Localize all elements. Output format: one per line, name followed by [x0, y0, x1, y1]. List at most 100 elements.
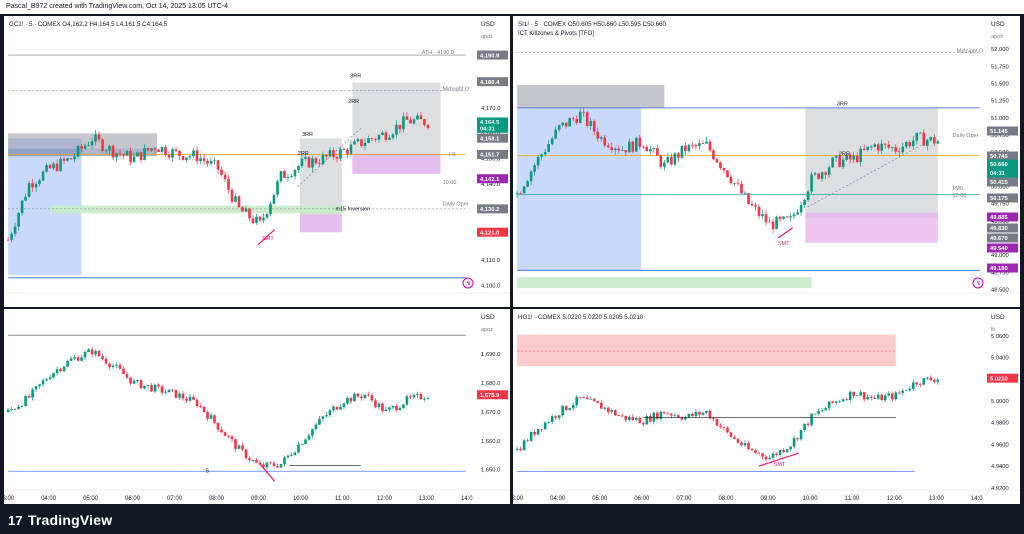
candle-body: [34, 183, 38, 188]
pane-gc[interactable]: ATH - 4190.9 Midnight O 3RR 2RR 3RR 2RR H1 10:0…: [4, 16, 510, 307]
price-tick-label: 4.9800: [991, 421, 1009, 427]
candle-body: [412, 119, 416, 124]
candle-body: [129, 377, 132, 384]
pane-pa[interactable]: S USD apoz 1,690.0 1,680.0 1,670.0 1,660.0 1,65…: [4, 309, 510, 504]
candle-body: [111, 145, 115, 158]
candle-body: [62, 366, 66, 372]
candle-body: [230, 436, 234, 440]
time-tick-label: 04:00: [550, 496, 566, 502]
candle-body: [101, 139, 104, 151]
candle-body: [160, 386, 164, 393]
candle-body: [554, 129, 557, 139]
candle-body: [34, 386, 38, 390]
candle-body: [705, 141, 708, 144]
chart-layout: ATH - 4190.9 Midnight O 3RR 2RR 3RR 2RR H1 10:0…: [0, 14, 1024, 504]
axis-unit-note: apoz: [481, 34, 493, 40]
candle-body: [596, 131, 600, 139]
candle-body: [143, 385, 146, 389]
candle-body: [803, 199, 806, 206]
pane-si[interactable]: Midnight O 3RR 2RR Daily Oper PWL 10:00 SMT USD…: [513, 16, 1020, 307]
candle-body: [911, 382, 915, 389]
candle-body: [202, 158, 206, 161]
smt-line: [758, 452, 800, 467]
candle-body: [38, 180, 41, 184]
caption-text: Pascal_B972 created with TradingView.com…: [6, 3, 229, 10]
candle-body: [515, 192, 519, 194]
candle-body: [627, 416, 631, 420]
green-bottom-zone: [517, 277, 812, 289]
candle-body: [17, 406, 20, 410]
candle-body: [775, 216, 778, 230]
candle-body: [890, 147, 894, 149]
candle-body: [374, 138, 377, 140]
chart-annotation: Daily Oper: [443, 202, 469, 208]
candle-body: [377, 403, 381, 408]
candle-body: [694, 144, 698, 147]
candle-body: [782, 216, 785, 219]
candle-body: [108, 145, 111, 151]
candle-body: [911, 140, 915, 147]
candle-body: [926, 377, 929, 379]
candle-body: [52, 163, 55, 169]
candle-body: [824, 172, 827, 175]
candle-body: [736, 438, 740, 443]
candle-body: [402, 404, 405, 408]
candle-body: [876, 144, 880, 151]
candle-body: [174, 389, 178, 398]
candle-body: [311, 158, 314, 168]
price-label-box: [987, 151, 1018, 161]
price-label-box: [477, 174, 508, 184]
candle-body: [251, 218, 255, 224]
candle-body: [561, 405, 564, 416]
candle-body: [936, 379, 940, 382]
top-caption: Pascal_B972 created with TradingView.com…: [0, 0, 1024, 14]
time-tick-label: 03:00: [4, 496, 15, 502]
candle-body: [887, 144, 891, 148]
candle-body: [936, 141, 940, 144]
footer-bar: 17 TradingView: [0, 504, 1024, 534]
candle-body: [255, 459, 258, 463]
pane-hg[interactable]: SMTUSDlb5.06005.04005.02005.00004.98004.…: [513, 309, 1020, 504]
candle-body: [550, 138, 554, 145]
candle-body: [55, 369, 59, 374]
candle-body: [87, 145, 90, 147]
time-tick-label: 10:00: [803, 496, 819, 502]
candle-body: [38, 384, 41, 387]
candle-body: [55, 163, 59, 171]
candle-body: [293, 452, 297, 456]
candle-body: [76, 146, 80, 157]
candle-body: [227, 435, 230, 437]
candle-body: [381, 403, 384, 412]
candle-body: [771, 453, 775, 458]
price-tick-label: 4,110.0: [481, 258, 500, 264]
time-tick-label: 12:00: [377, 496, 393, 502]
smt-line: [777, 227, 794, 239]
candle-body: [715, 159, 719, 163]
candle-body: [933, 136, 936, 144]
candle-body: [398, 407, 402, 411]
candle-body: [754, 205, 757, 207]
candle-body: [258, 462, 262, 465]
candle-body: [841, 399, 845, 402]
candle-body: [831, 401, 834, 403]
candle-body: [687, 144, 691, 152]
time-tick-label: 04:00: [41, 496, 57, 502]
candle-body: [536, 429, 540, 435]
chart-annotation: Midnight O: [957, 49, 984, 55]
candle-body: [533, 431, 536, 435]
candle-body: [45, 379, 48, 381]
candle-body: [279, 171, 283, 182]
price-tick-label: 4,150.0: [481, 157, 500, 163]
candle-body: [293, 170, 297, 177]
candle-body: [24, 395, 27, 407]
candle-body: [136, 152, 139, 157]
candle-body: [792, 214, 796, 217]
chart-sublegend: ICT Killzones & Pivots [TFO]: [518, 31, 594, 37]
price-label-text: 4,121.0: [480, 230, 499, 236]
candle-body: [405, 116, 409, 120]
candle-body: [670, 156, 673, 165]
candle-body: [813, 173, 817, 175]
candle-body: [290, 176, 293, 178]
candle-body: [146, 385, 150, 386]
tradingview-logo[interactable]: 17 TradingView: [8, 512, 112, 528]
